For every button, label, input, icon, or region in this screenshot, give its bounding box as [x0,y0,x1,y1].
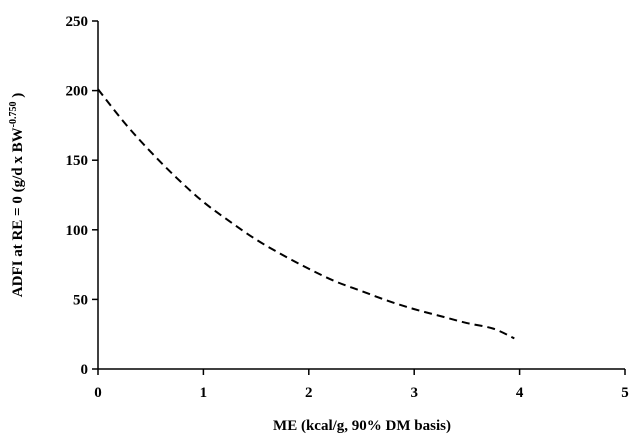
y-tick-label: 0 [81,362,89,378]
axes [97,21,625,370]
y-tick-label: 50 [73,292,88,308]
x-tick-label: 0 [94,385,102,401]
ticks [92,20,626,375]
x-tick-label: 1 [200,385,208,401]
y-tick-label: 100 [66,223,89,239]
x-tick-label: 3 [410,385,418,401]
y-axis-title-close: ) [10,93,26,102]
y-tick-label: 150 [66,153,89,169]
x-tick-label: 4 [516,385,524,401]
y-axis-title: ADFI at RE = 0 (g/d x BW-0.750 ) [8,93,26,297]
y-tick-label: 200 [66,84,89,100]
x-tick-label: 2 [305,385,313,401]
series-layer [97,88,515,340]
y-tick-label: 250 [66,14,89,30]
x-tick-label: 5 [621,385,629,401]
y-axis-title-main: ADFI at RE = 0 (g/d x BW [10,127,26,297]
series-line-0 [97,88,515,340]
y-axis-title-exponent: -0.750 [8,102,19,128]
x-axis-title: ME (kcal/g, 90% DM basis) [273,418,451,434]
